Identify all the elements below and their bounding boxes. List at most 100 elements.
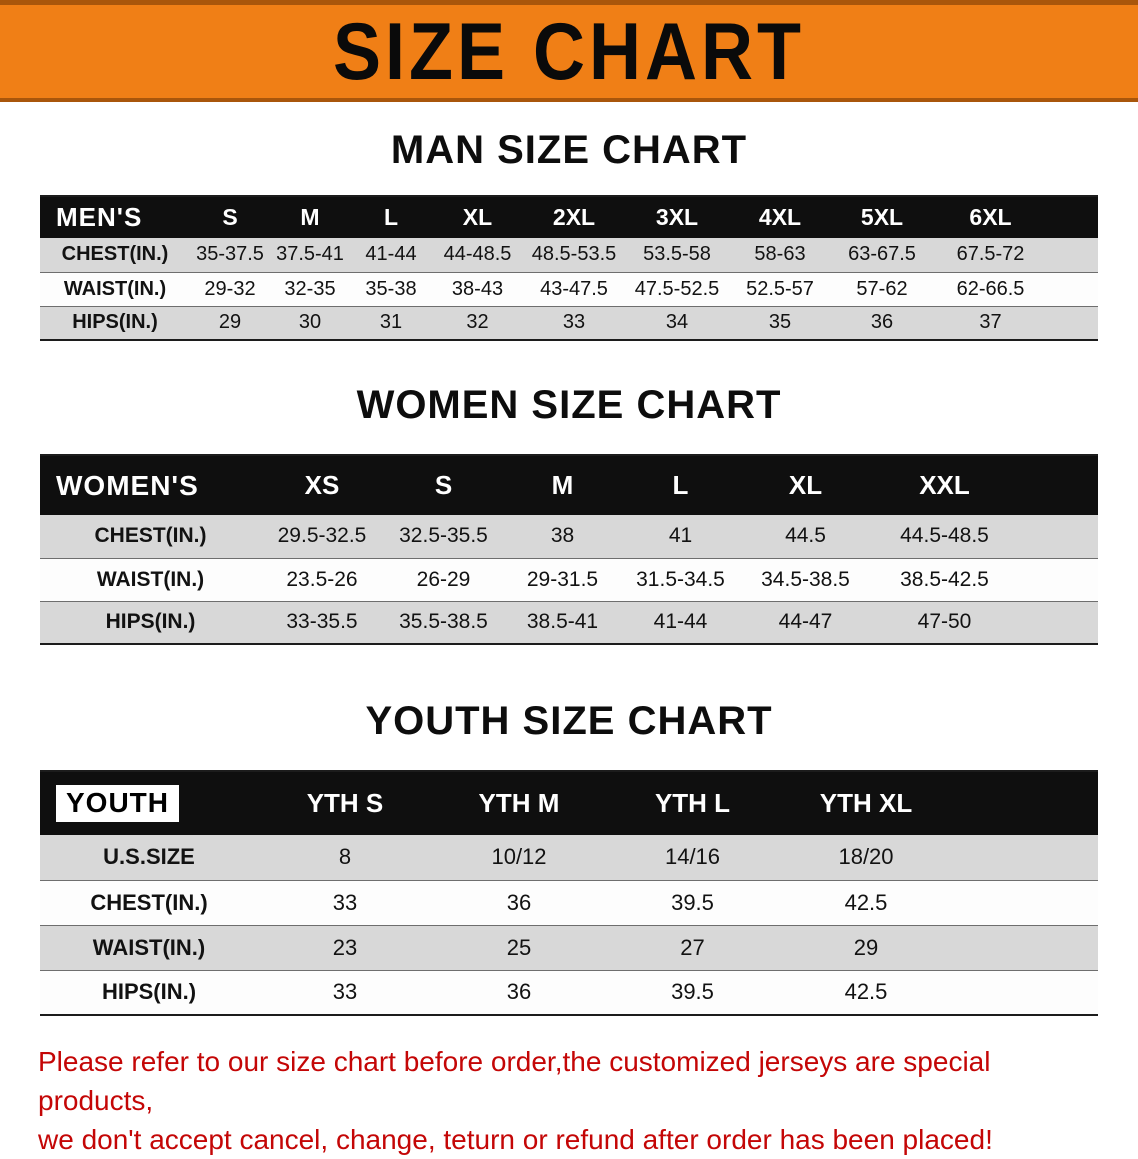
size-value-cell: 36 bbox=[506, 979, 532, 1005]
row-label: HIPS(IN.) bbox=[105, 610, 196, 634]
size-column-header: S bbox=[222, 204, 238, 230]
youth-size-table: YOUTH YTH S YTH M YTH L YTH XL U.S.SIZE … bbox=[40, 770, 1098, 1016]
size-value-cell: 44-48.5 bbox=[443, 243, 512, 266]
size-value-cell: 35-37.5 bbox=[196, 243, 264, 266]
row-label: HIPS(IN.) bbox=[101, 979, 197, 1005]
women-header-row: WOMEN'S XS S M L XL XXL bbox=[40, 455, 1098, 515]
size-value-cell: 37.5-41 bbox=[276, 243, 344, 266]
size-value-cell: 32-35 bbox=[284, 277, 336, 300]
size-column-header: YTH M bbox=[478, 788, 560, 818]
size-value-cell: 30 bbox=[298, 311, 322, 334]
size-value-cell: 37 bbox=[979, 311, 1002, 334]
size-value-cell: 29 bbox=[218, 311, 242, 334]
men-corner-label: MEN'S bbox=[56, 202, 143, 232]
row-label: WAIST(IN.) bbox=[63, 277, 167, 300]
size-column-header: M bbox=[300, 204, 320, 230]
size-value-cell: 29-31.5 bbox=[526, 567, 599, 591]
size-column-header: YTH S bbox=[306, 788, 384, 818]
size-value-cell: 33 bbox=[332, 979, 358, 1005]
size-column-header: L bbox=[383, 204, 399, 230]
page-title: SIZE CHART bbox=[333, 6, 805, 97]
size-value-cell: 42.5 bbox=[844, 889, 888, 915]
size-column-header: S bbox=[434, 470, 453, 500]
size-value-cell: 33 bbox=[562, 311, 586, 334]
size-value-cell: 29-32 bbox=[204, 277, 256, 300]
size-value-cell: 10/12 bbox=[491, 844, 547, 870]
size-value-cell: 44-47 bbox=[778, 610, 833, 634]
size-column-header: M bbox=[551, 470, 574, 500]
men-size-table: MEN'S S M L XL 2XL 3XL 4XL 5XL 6XL CHEST… bbox=[40, 195, 1098, 341]
row-label: WAIST(IN.) bbox=[96, 567, 205, 591]
size-value-cell: 42.5 bbox=[844, 979, 888, 1005]
men-size-section: MAN SIZE CHART MEN'S S M L XL 2XL 3XL 4X… bbox=[0, 128, 1138, 341]
size-value-cell: 44.5-48.5 bbox=[900, 524, 989, 548]
size-value-cell: 57-62 bbox=[856, 277, 908, 300]
youth-waist-row: WAIST(IN.) 23 25 27 29 bbox=[40, 925, 1098, 970]
youth-ussize-row: U.S.SIZE 8 10/12 14/16 18/20 bbox=[40, 835, 1098, 880]
size-value-cell: 67.5-72 bbox=[956, 243, 1025, 266]
size-value-cell: 35-38 bbox=[365, 277, 417, 300]
size-value-cell: 36 bbox=[506, 889, 532, 915]
size-value-cell: 38-43 bbox=[451, 277, 504, 300]
women-waist-row: WAIST(IN.) 23.5-26 26-29 29-31.5 31.5-34… bbox=[40, 558, 1098, 601]
size-value-cell: 52.5-57 bbox=[746, 277, 814, 300]
youth-section-heading: YOUTH SIZE CHART bbox=[365, 699, 773, 743]
women-corner-label: WOMEN'S bbox=[56, 469, 199, 501]
women-hips-row: HIPS(IN.) 33-35.5 35.5-38.5 38.5-41 41-4… bbox=[40, 601, 1098, 644]
note-line-2: we don't accept cancel, change, teturn o… bbox=[38, 1124, 993, 1155]
size-value-cell: 47.5-52.5 bbox=[634, 277, 720, 300]
size-column-header: 6XL bbox=[969, 204, 1012, 230]
youth-size-section: YOUTH SIZE CHART YOUTH YTH S YTH M YTH L… bbox=[0, 699, 1138, 1016]
size-column-header: XL bbox=[462, 204, 493, 230]
size-value-cell: 32.5-35.5 bbox=[399, 524, 488, 548]
size-value-cell: 33 bbox=[332, 889, 358, 915]
size-value-cell: 23 bbox=[332, 934, 358, 960]
note-line-1: Please refer to our size chart before or… bbox=[38, 1046, 991, 1116]
size-value-cell: 41 bbox=[668, 524, 693, 548]
size-column-header: XL bbox=[788, 470, 823, 500]
youth-header-row: YOUTH YTH S YTH M YTH L YTH XL bbox=[40, 771, 1098, 835]
women-chest-row: CHEST(IN.) 29.5-32.5 32.5-35.5 38 41 44.… bbox=[40, 515, 1098, 558]
footer-note: Please refer to our size chart before or… bbox=[38, 1042, 1100, 1159]
size-value-cell: 8 bbox=[338, 844, 352, 870]
size-value-cell: 33-35.5 bbox=[286, 610, 358, 634]
women-size-table: WOMEN'S XS S M L XL XXL CHEST(IN.) 29.5-… bbox=[40, 454, 1098, 645]
size-column-header: 4XL bbox=[758, 204, 802, 230]
size-value-cell: 44.5 bbox=[785, 524, 826, 548]
size-value-cell: 34.5-38.5 bbox=[761, 567, 850, 591]
women-size-section: WOMEN SIZE CHART WOMEN'S XS S M L XL XXL bbox=[0, 383, 1138, 645]
size-value-cell: 36 bbox=[870, 311, 894, 334]
size-value-cell: 29 bbox=[853, 934, 879, 960]
size-value-cell: 25 bbox=[506, 934, 532, 960]
row-label: CHEST(IN.) bbox=[94, 524, 207, 548]
size-column-header: YTH XL bbox=[819, 788, 913, 818]
men-section-heading: MAN SIZE CHART bbox=[390, 128, 748, 172]
size-value-cell: 23.5-26 bbox=[286, 567, 358, 591]
youth-chest-row: CHEST(IN.) 33 36 39.5 42.5 bbox=[40, 880, 1098, 925]
row-label: HIPS(IN.) bbox=[72, 311, 158, 334]
row-label: WAIST(IN.) bbox=[92, 934, 206, 960]
row-label: CHEST(IN.) bbox=[61, 243, 169, 266]
size-value-cell: 62-66.5 bbox=[956, 277, 1025, 300]
size-value-cell: 38.5-41 bbox=[526, 610, 599, 634]
size-column-header: 2XL bbox=[552, 204, 596, 230]
size-value-cell: 31.5-34.5 bbox=[636, 567, 725, 591]
size-value-cell: 38.5-42.5 bbox=[900, 567, 989, 591]
banner: SIZE CHART bbox=[0, 0, 1138, 102]
size-value-cell: 31 bbox=[379, 311, 403, 334]
size-value-cell: 35.5-38.5 bbox=[399, 610, 488, 634]
size-value-cell: 39.5 bbox=[671, 979, 714, 1005]
size-value-cell: 63-67.5 bbox=[848, 243, 916, 266]
size-value-cell: 27 bbox=[680, 934, 705, 960]
size-value-cell: 38 bbox=[550, 524, 575, 548]
men-hips-row: HIPS(IN.) 29 30 31 32 33 34 35 36 37 bbox=[40, 306, 1098, 340]
size-column-header: 5XL bbox=[860, 204, 904, 230]
size-value-cell: 32 bbox=[466, 311, 489, 334]
size-column-header: XXL bbox=[919, 470, 970, 500]
women-section-heading: WOMEN SIZE CHART bbox=[356, 383, 782, 427]
size-value-cell: 29.5-32.5 bbox=[277, 524, 367, 548]
youth-corner-label: YOUTH bbox=[40, 771, 258, 835]
size-value-cell: 39.5 bbox=[671, 889, 714, 915]
size-value-cell: 18/20 bbox=[838, 844, 894, 870]
